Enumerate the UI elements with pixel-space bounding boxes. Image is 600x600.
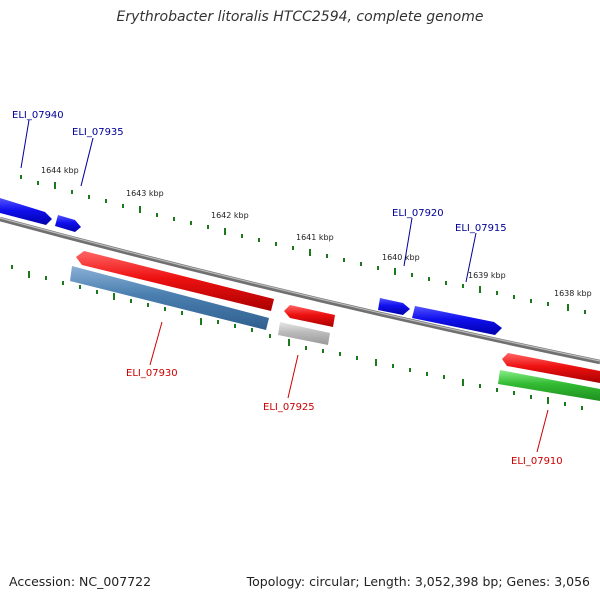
gene-reverse-red-2 — [284, 305, 335, 327]
gene-reverse-eli-07910-top — [502, 353, 600, 383]
gene-label-eli-07915[interactable]: ELI_07915 — [455, 223, 507, 234]
genome-backbone — [0, 216, 600, 365]
kbp-label: 1639 kbp — [468, 271, 506, 280]
kbp-label: 1641 kbp — [296, 233, 334, 242]
gene-reverse-eli-07925 — [278, 322, 330, 345]
inner-tick-ruler — [11, 265, 583, 410]
outer-tick-ruler — [20, 175, 586, 314]
gene-forward-eli-07935 — [55, 215, 81, 232]
kbp-label: 1644 kbp — [41, 166, 79, 175]
gene-forward-eli-07920 — [378, 298, 410, 315]
gene-label-eli-07910[interactable]: ELI_07910 — [511, 456, 563, 467]
genome-title: Erythrobacter litoralis HTCC2594, comple… — [116, 9, 484, 25]
kbp-label: 1640 kbp — [382, 253, 420, 262]
gene-label-eli-07935[interactable]: ELI_07935 — [72, 127, 124, 138]
gene-reverse-steel-1 — [70, 266, 269, 330]
gene-forward-eli-07915 — [412, 306, 502, 335]
gene-label-eli-07930[interactable]: ELI_07930 — [126, 368, 178, 379]
gene-reverse-eli-07930 — [76, 251, 274, 311]
gene-label-eli-07920[interactable]: ELI_07920 — [392, 208, 444, 219]
kbp-label: 1643 kbp — [126, 189, 164, 198]
reverse-label-leaders — [149, 321, 549, 453]
gene-label-eli-07925[interactable]: ELI_07925 — [263, 402, 315, 413]
gene-reverse-green — [498, 370, 600, 401]
accession-text: Accession: NC_007722 — [9, 574, 152, 589]
gene-forward-eli-07940 — [0, 198, 52, 225]
gene-label-eli-07940[interactable]: ELI_07940 — [12, 110, 64, 121]
forward-label-leaders — [20, 119, 477, 283]
genome-info-text: Topology: circular; Length: 3,052,398 bp… — [246, 574, 590, 589]
kbp-label: 1638 kbp — [554, 289, 592, 298]
kbp-label: 1642 kbp — [211, 211, 249, 220]
